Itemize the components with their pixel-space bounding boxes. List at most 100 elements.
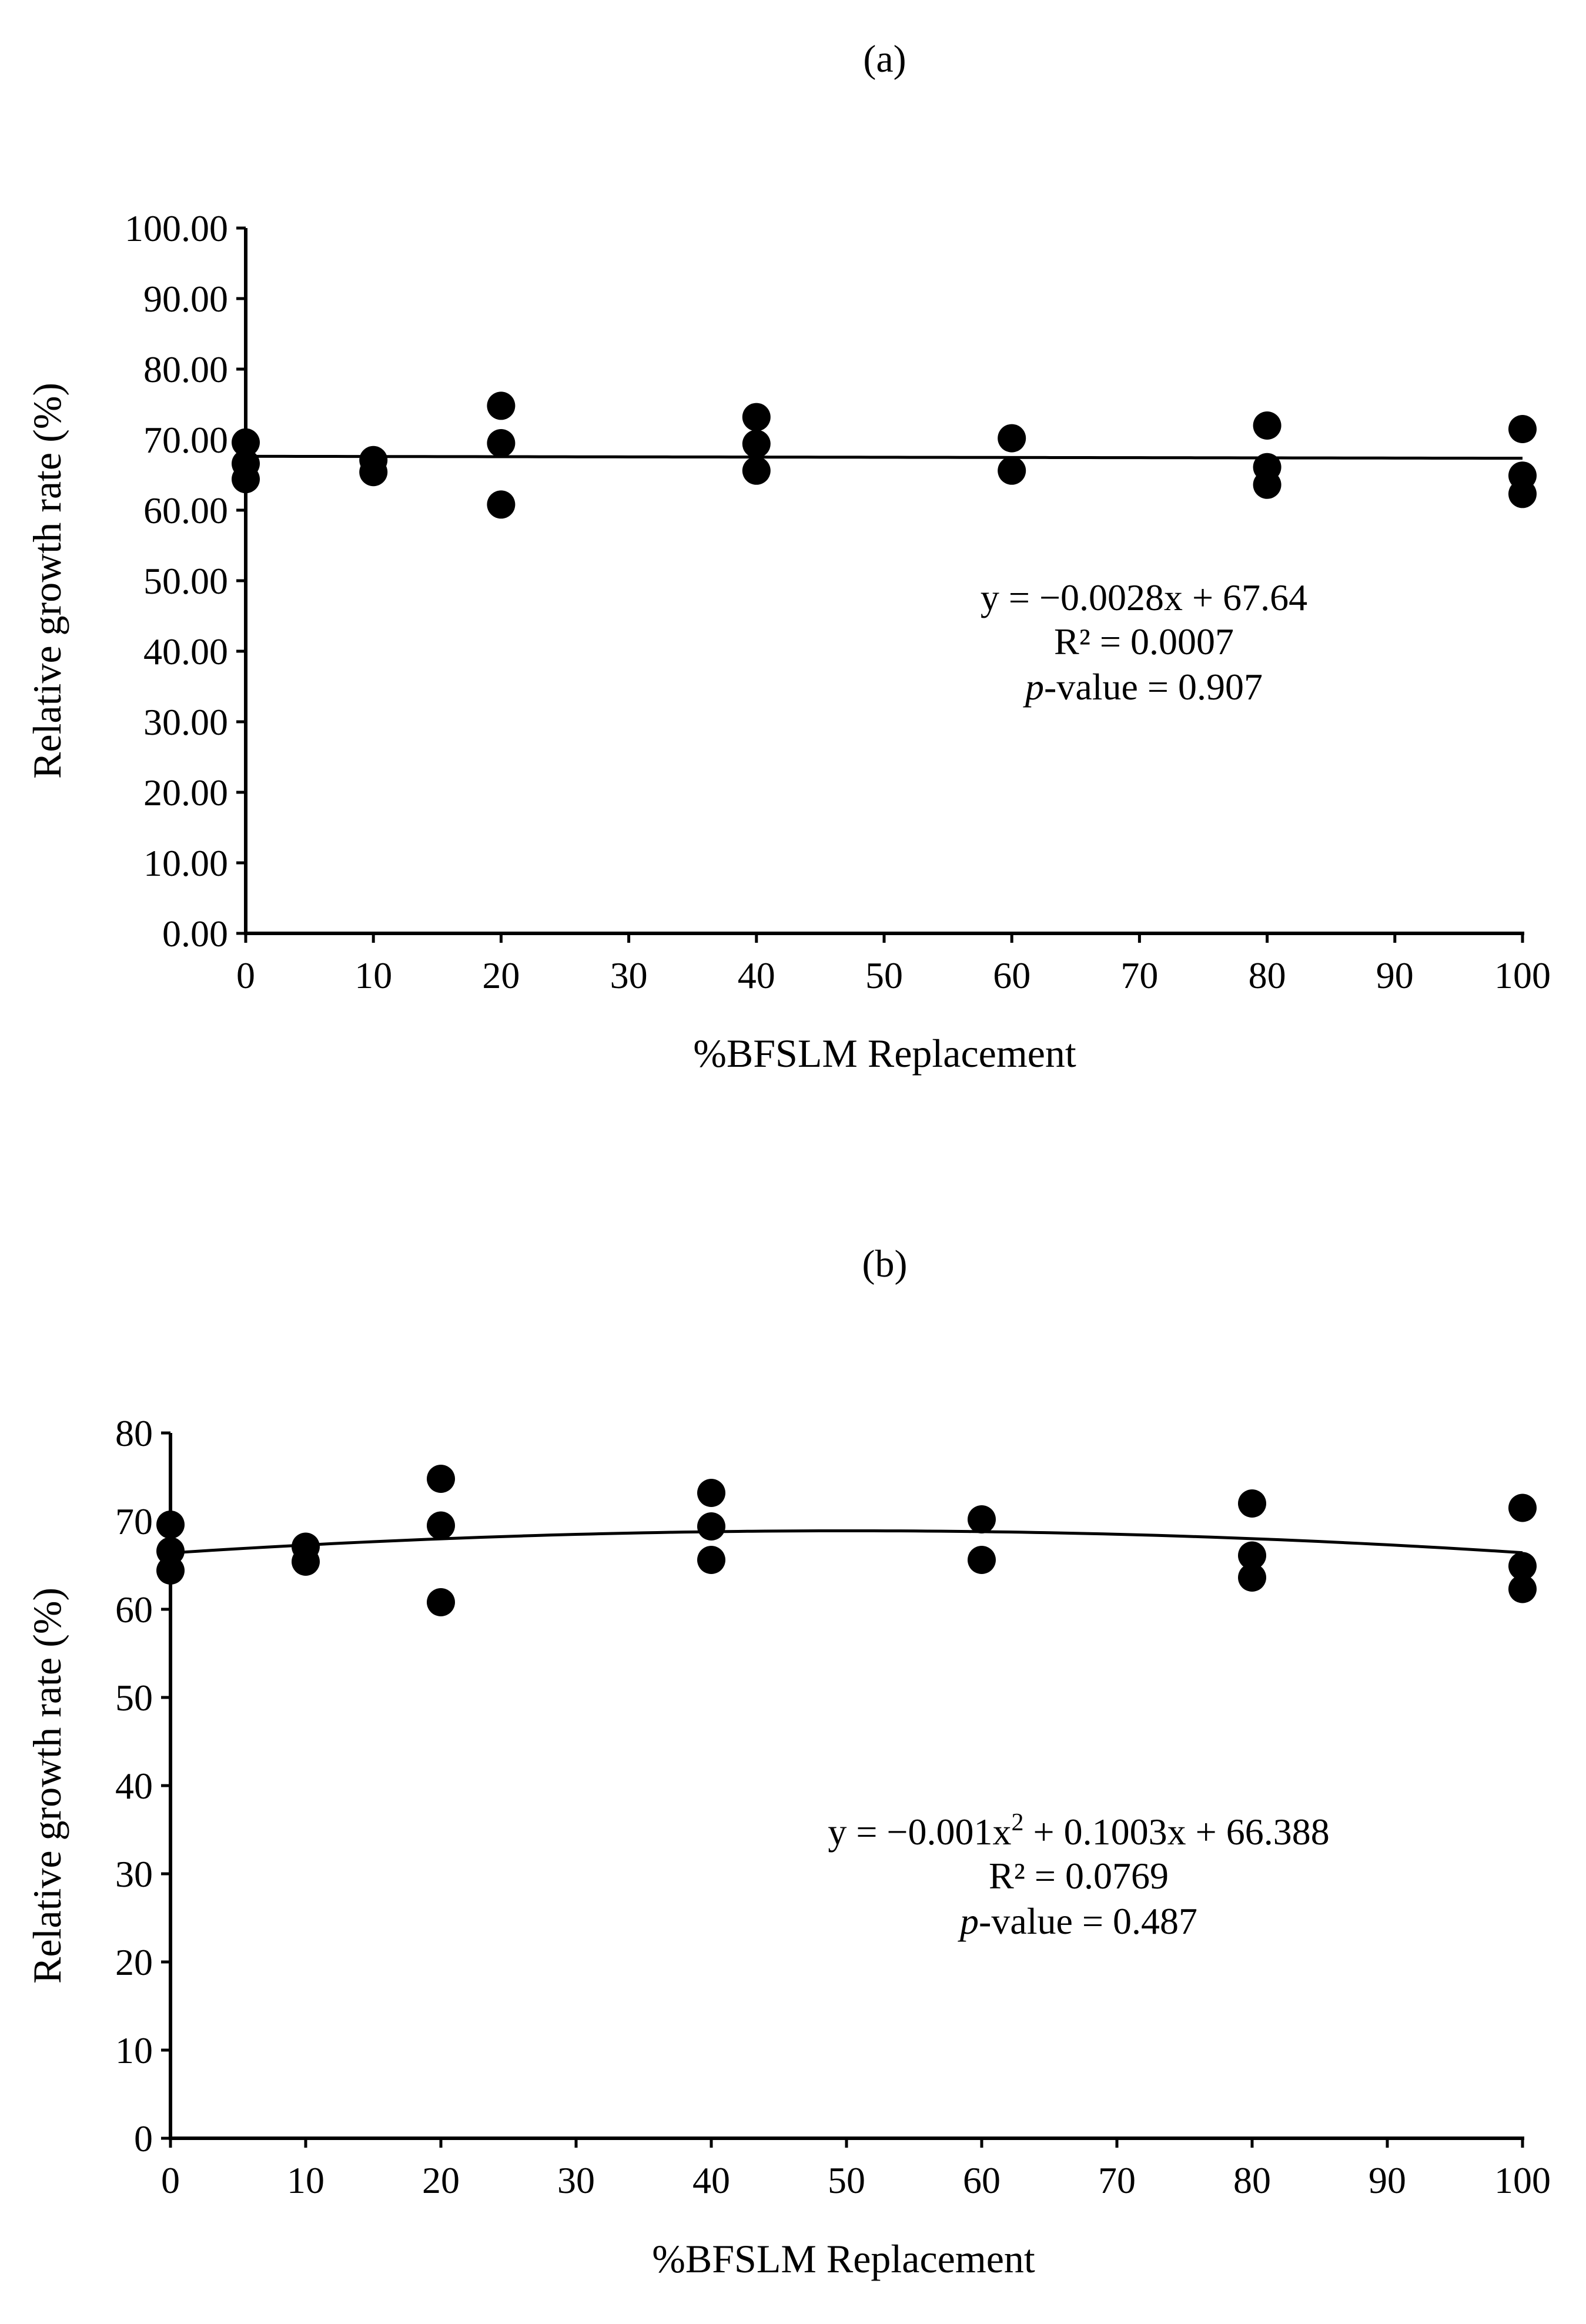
panel-b-equation-rest: + 0.1003x + 66.388 xyxy=(1024,1811,1330,1853)
panel-a-points xyxy=(232,391,1537,519)
x-tick-label: 10 xyxy=(287,2159,324,2201)
y-tick-label: 90.00 xyxy=(143,278,228,320)
y-tick-label: 70 xyxy=(115,1501,153,1542)
x-tick-label: 80 xyxy=(1249,955,1286,996)
panel-a-p-italic: p xyxy=(1023,666,1044,708)
panel-a-equation-box: y = −0.0028x + 67.64 R² = 0.0007 p-value… xyxy=(981,577,1307,708)
panel-b-points xyxy=(156,1465,1537,1616)
y-tick-label: 50 xyxy=(115,1677,153,1719)
data-point xyxy=(1508,415,1537,443)
y-tick-label: 70.00 xyxy=(143,419,228,461)
x-tick-label: 10 xyxy=(354,955,392,996)
x-tick-label: 40 xyxy=(692,2159,730,2201)
y-tick-label: 0 xyxy=(134,2118,153,2159)
data-point xyxy=(232,428,260,457)
y-tick-label: 30 xyxy=(115,1853,153,1895)
data-point xyxy=(697,1546,725,1574)
data-point xyxy=(742,456,771,485)
x-tick-label: 20 xyxy=(482,955,520,996)
panel-a-x-ticks: 0 10 20 30 40 50 60 70 80 90 100 xyxy=(236,933,1551,996)
panel-b-x-axis-title: %BFSLM Replacement xyxy=(652,2236,1035,2281)
data-point xyxy=(1508,1493,1537,1522)
x-tick-label: 90 xyxy=(1368,2159,1406,2201)
data-point xyxy=(292,1548,320,1576)
x-tick-label: 70 xyxy=(1098,2159,1136,2201)
data-point xyxy=(156,1511,185,1539)
data-point xyxy=(742,430,771,458)
x-tick-label: 50 xyxy=(828,2159,865,2201)
panel-b-trendline xyxy=(170,1529,1523,1555)
data-point xyxy=(156,1537,185,1565)
y-tick-label: 80 xyxy=(115,1412,153,1454)
x-tick-label: 90 xyxy=(1376,955,1414,996)
x-tick-label: 40 xyxy=(738,955,775,996)
panel-b-y-ticks: 0 10 20 30 40 50 60 70 80 xyxy=(115,1412,170,2159)
x-tick-label: 20 xyxy=(422,2159,460,2201)
data-point xyxy=(697,1512,725,1541)
x-tick-label: 50 xyxy=(865,955,903,996)
panel-b-label: (b) xyxy=(862,1243,908,1285)
panel-a-label: (a) xyxy=(863,38,906,81)
y-tick-label: 60.00 xyxy=(143,490,228,531)
data-point xyxy=(998,456,1026,485)
y-tick-label: 60 xyxy=(115,1589,153,1630)
data-point xyxy=(487,429,516,457)
data-point xyxy=(1238,1489,1266,1518)
panel-a-y-ticks: 0.00 10.00 20.00 30.00 40.00 50.00 60.00 70.00 8… xyxy=(125,207,246,955)
data-point xyxy=(1508,480,1537,508)
panel-b-equation-main: y = −0.001x xyxy=(828,1811,1011,1853)
x-tick-label: 70 xyxy=(1120,955,1158,996)
x-tick-label: 60 xyxy=(993,955,1030,996)
panel-b-p-value: p-value = 0.487 xyxy=(958,1900,1197,1942)
data-point xyxy=(1238,1541,1266,1570)
panel-a-p-value: p-value = 0.907 xyxy=(1023,666,1263,708)
panel-b-equation-box: y = −0.001x2 + 0.1003x + 66.388 R² = 0.0… xyxy=(828,1809,1329,1942)
data-point xyxy=(968,1505,996,1533)
panel-a-r-squared: R² = 0.0007 xyxy=(1054,621,1234,662)
panel-a: (a) 0.00 10.00 20.00 30.00 40.00 50.00 60.00 70… xyxy=(25,38,1551,1076)
panel-b-x-ticks: 0 10 20 30 40 50 60 70 80 90 100 xyxy=(161,2138,1551,2201)
x-tick-label: 30 xyxy=(610,955,648,996)
y-tick-label: 50.00 xyxy=(143,560,228,602)
y-tick-label: 30.00 xyxy=(143,701,228,743)
panel-b-y-axis-title: Relative growth rate (%) xyxy=(25,1588,69,1984)
y-tick-label: 20 xyxy=(115,1941,153,1983)
panel-a-equation: y = −0.0028x + 67.64 xyxy=(981,577,1307,618)
data-point xyxy=(1238,1563,1266,1592)
data-point xyxy=(697,1479,725,1507)
data-point xyxy=(427,1465,455,1493)
data-point xyxy=(487,391,516,420)
y-tick-label: 10.00 xyxy=(143,842,228,884)
y-tick-label: 40 xyxy=(115,1765,153,1807)
panel-b-p-rest: -value = 0.487 xyxy=(979,1900,1197,1942)
y-tick-label: 100.00 xyxy=(125,207,228,249)
data-point xyxy=(427,1511,455,1540)
data-point xyxy=(1253,411,1281,440)
panel-b: (b) 0 10 20 30 40 50 60 70 80 0 10 20 30 40 50 60 70 80 9… xyxy=(25,1243,1551,2281)
panel-a-trendline xyxy=(245,454,1523,460)
data-point xyxy=(1508,1552,1537,1580)
x-tick-label: 0 xyxy=(161,2159,180,2201)
y-tick-label: 10 xyxy=(115,2030,153,2071)
data-point xyxy=(487,490,516,519)
panel-b-r-squared: R² = 0.0769 xyxy=(989,1855,1169,1897)
panel-b-equation-superscript: 2 xyxy=(1012,1809,1024,1836)
data-point xyxy=(1508,1575,1537,1603)
y-tick-label: 0.00 xyxy=(162,913,228,955)
data-point xyxy=(742,403,771,431)
x-tick-label: 30 xyxy=(557,2159,595,2201)
panel-b-p-italic: p xyxy=(958,1900,979,1942)
data-point xyxy=(427,1588,455,1616)
x-tick-label: 100 xyxy=(1494,2159,1551,2201)
panel-a-x-axis-title: %BFSLM Replacement xyxy=(693,1031,1076,1076)
data-point xyxy=(359,458,388,487)
panel-a-y-axis-title: Relative growth rate (%) xyxy=(25,383,69,779)
y-tick-label: 40.00 xyxy=(143,631,228,672)
panel-b-equation: y = −0.001x2 + 0.1003x + 66.388 xyxy=(828,1809,1329,1853)
data-point xyxy=(1253,470,1281,499)
y-tick-label: 80.00 xyxy=(143,349,228,390)
data-point xyxy=(968,1546,996,1574)
x-tick-label: 100 xyxy=(1494,955,1551,996)
data-point xyxy=(156,1556,185,1585)
